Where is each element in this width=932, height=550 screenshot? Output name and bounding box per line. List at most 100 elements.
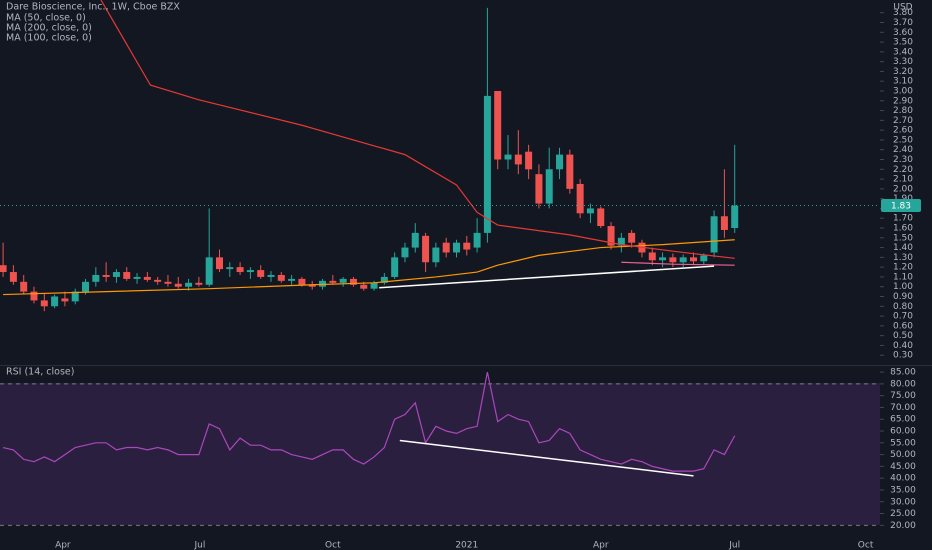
y-tick-label: 2.10 [893, 175, 913, 185]
last-price-tag [881, 198, 921, 212]
y-tick-label: 1.40 [893, 243, 913, 253]
candle-body [133, 276, 141, 279]
y-tick-label: 2.40 [893, 145, 913, 155]
candle-body [92, 274, 100, 282]
candle-body [586, 208, 594, 214]
candle-body [659, 257, 667, 261]
candle-body [576, 183, 584, 214]
candle-body [720, 216, 728, 230]
ma-line [100, 0, 735, 259]
candle-body [9, 272, 17, 282]
last-price-label: 1.83 [891, 201, 911, 211]
candle-body [329, 280, 337, 283]
y-tick-label: 0.80 [893, 302, 913, 312]
candle-body [422, 235, 430, 263]
y-tick-label: 75.00 [890, 391, 916, 401]
candle-body [0, 265, 7, 273]
y-tick-label: 2.30 [893, 155, 913, 165]
y-tick-label: 2.90 [893, 96, 913, 106]
candle-body [164, 281, 172, 284]
y-tick-label: 20.00 [890, 521, 916, 531]
candle-body [452, 242, 460, 253]
y-tick-label: 0.30 [893, 351, 913, 361]
y-tick-label: 3.00 [893, 87, 913, 97]
y-tick-label: 40.00 [890, 474, 916, 484]
candle-body [391, 257, 399, 277]
candle-body [246, 270, 254, 273]
candle-body [442, 242, 450, 253]
y-tick-label: 3.40 [893, 47, 913, 57]
y-tick-label: 3.80 [893, 8, 913, 18]
candle-body [700, 255, 708, 262]
axis-area [880, 0, 932, 550]
y-tick-label: 0.40 [893, 341, 913, 351]
y-tick-label: 1.60 [893, 224, 913, 234]
y-tick-label: 0.50 [893, 331, 913, 341]
candle-body [525, 151, 533, 170]
candle-body [51, 296, 59, 307]
y-tick-label: 60.00 [890, 427, 916, 437]
x-tick-label: Oct [858, 541, 874, 550]
candle-body [154, 279, 162, 282]
candle-body [360, 284, 368, 289]
y-tick-label: 80.00 [890, 379, 916, 389]
y-tick-label: 1.30 [893, 253, 913, 263]
rsi-band-fill [0, 383, 880, 525]
y-tick-label: 30.00 [890, 497, 916, 507]
candle-body [195, 282, 203, 285]
y-tick-label: 2.50 [893, 135, 913, 145]
candle-body [40, 300, 48, 307]
candle-body [504, 154, 512, 160]
y-tick-label: 70.00 [890, 403, 916, 413]
candle-body [288, 278, 296, 281]
legend-entry: MA (100, close, 0) [6, 33, 92, 44]
candle-body [669, 257, 677, 263]
candle-body [82, 281, 90, 292]
x-tick-label: Apr [593, 541, 609, 550]
candle-body [689, 257, 697, 262]
trend-line [399, 439, 694, 477]
legend-entry: MA (50, close, 0) [6, 13, 86, 24]
candle-body [30, 291, 38, 301]
y-tick-label: 25.00 [890, 509, 916, 519]
candle-body [648, 252, 656, 261]
candle-body [494, 91, 502, 160]
y-tick-label: 35.00 [890, 485, 916, 495]
y-tick-label: 45.00 [890, 462, 916, 472]
candle-body [123, 272, 131, 279]
candle-body [731, 205, 739, 229]
y-tick-label: 3.50 [893, 38, 913, 48]
candle-body [535, 174, 543, 204]
candle-body [679, 257, 687, 263]
y-tick-label: 1.10 [893, 272, 913, 282]
candle-body [185, 282, 193, 287]
candle-body [432, 247, 440, 263]
y-tick-label: 55.00 [890, 438, 916, 448]
candle-body [339, 278, 347, 283]
currency: USD [893, 3, 912, 13]
candle-body [483, 95, 491, 233]
y-tick-label: 1.50 [893, 233, 913, 243]
candle-body [514, 154, 522, 165]
candle-body [370, 282, 378, 289]
x-tick-label: Jul [728, 541, 740, 550]
y-tick-label: 0.90 [893, 292, 913, 302]
y-tick-label: 65.00 [890, 415, 916, 425]
y-tick-label: 2.70 [893, 116, 913, 126]
y-tick-label: 3.30 [893, 57, 913, 67]
rsi-title: RSI (14, close) [6, 367, 74, 378]
y-tick-label: 3.20 [893, 67, 913, 77]
candle-body [298, 278, 306, 285]
x-tick-label: 2021 [455, 541, 478, 550]
candle-body [473, 232, 481, 248]
y-tick-label: 3.60 [893, 28, 913, 38]
candle-body [597, 208, 605, 227]
candle-body [102, 274, 110, 277]
trend-line [379, 265, 715, 289]
x-tick-label: Oct [325, 541, 341, 550]
candle-body [628, 232, 636, 243]
y-tick-label: 3.70 [893, 18, 913, 28]
candle-body [556, 154, 564, 170]
candle-body [380, 276, 388, 283]
